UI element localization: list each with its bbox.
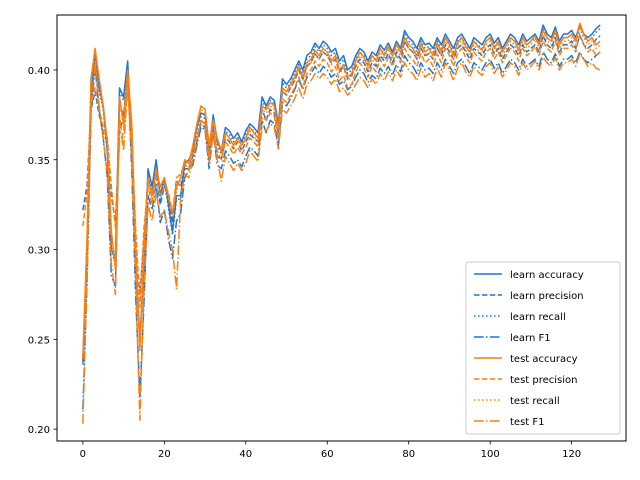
x-axis: 0 20 40 60 80 100 120 <box>80 441 581 460</box>
series-line-learn-f1 <box>82 51 601 410</box>
legend-label: test accuracy <box>510 354 578 365</box>
y-tick-label: 0.40 <box>28 66 50 77</box>
legend-box <box>465 261 621 435</box>
x-tick-label: 20 <box>158 449 171 460</box>
legend: learn accuracy learn precision learn recal… <box>465 261 621 435</box>
plot-frame <box>56 14 627 442</box>
legend-label: learn accuracy <box>510 270 584 281</box>
x-tick-label: 0 <box>80 449 86 460</box>
legend-label: learn recall <box>510 312 566 323</box>
legend-label: test recall <box>510 396 560 407</box>
x-tick-label: 100 <box>481 449 500 460</box>
x-tick-label: 60 <box>321 449 334 460</box>
x-tick-label: 40 <box>239 449 252 460</box>
y-axis: 0.20 0.25 0.30 0.35 0.40 <box>28 66 57 436</box>
series-line-test-recall <box>82 26 601 360</box>
legend-label: test F1 <box>510 417 545 428</box>
y-tick-label: 0.30 <box>28 246 50 257</box>
series-line-test-f1 <box>82 53 601 424</box>
x-tick-label: 80 <box>402 449 415 460</box>
legend-label: learn precision <box>510 291 584 302</box>
series-line-learn-precision <box>82 35 601 296</box>
x-tick-label: 120 <box>562 449 581 460</box>
legend-label: learn F1 <box>510 333 551 344</box>
y-tick-label: 0.35 <box>28 156 50 167</box>
series-line-test-precision <box>82 33 601 308</box>
series-layer <box>82 22 601 424</box>
y-tick-label: 0.20 <box>28 425 50 436</box>
legend-label: test precision <box>510 375 578 386</box>
y-tick-label: 0.25 <box>28 335 50 346</box>
